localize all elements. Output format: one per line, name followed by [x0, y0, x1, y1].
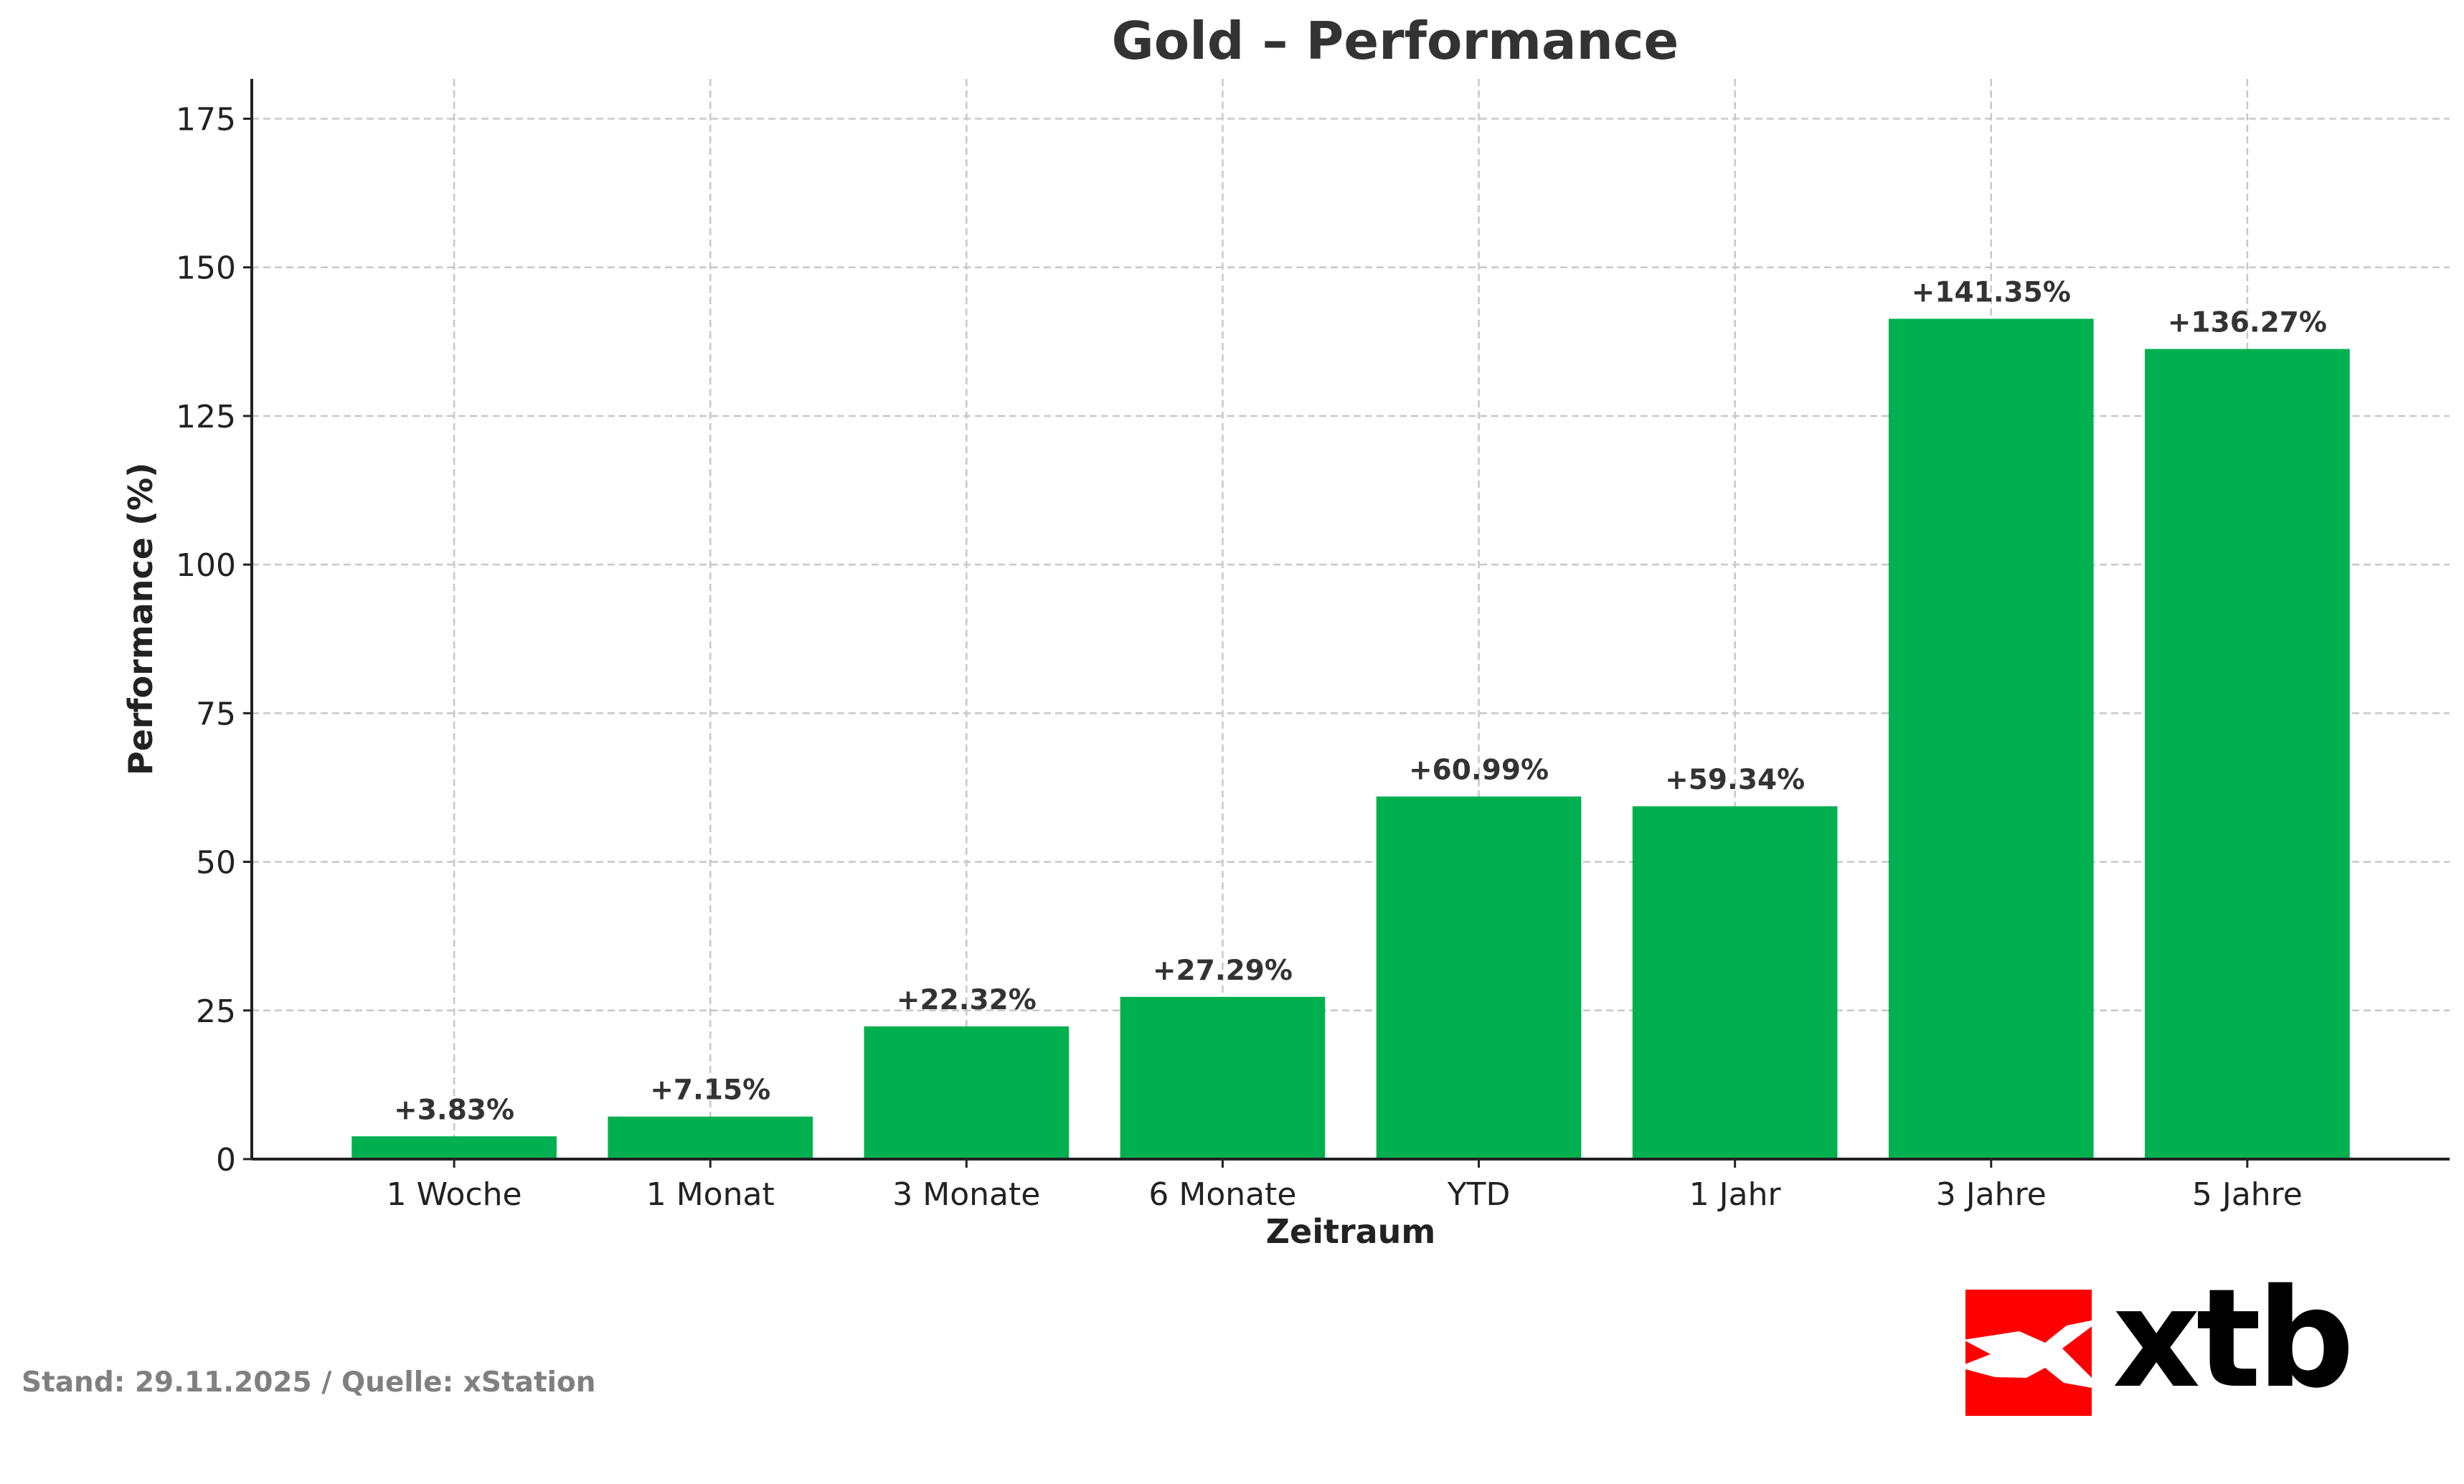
- x-icon: [1958, 1318, 2104, 1390]
- bars: [351, 318, 2350, 1160]
- data-label: +3.83%: [394, 1094, 514, 1126]
- y-tick-label: 75: [196, 696, 236, 732]
- bar-ytd: [1376, 796, 1582, 1159]
- x-tick-label: 5 Jahre: [2192, 1176, 2303, 1213]
- chart-title: Gold – Performance: [1112, 11, 1679, 71]
- y-tick-label: 150: [176, 250, 236, 287]
- xtb-logo-text: xtb: [2113, 1259, 2350, 1418]
- data-label: +22.32%: [897, 984, 1037, 1016]
- x-tick-label: 3 Monate: [892, 1176, 1040, 1213]
- bar-6-monate: [1120, 996, 1326, 1159]
- data-labels: +3.83% +7.15% +22.32% +27.29% +60.99% +59.34%…: [394, 276, 2327, 1126]
- xtb-logo: xtb: [1958, 1259, 2354, 1418]
- data-label: +59.34%: [1665, 764, 1805, 796]
- bar-3-jahre: [1888, 318, 2094, 1160]
- x-tick-label: 1 Jahr: [1689, 1176, 1782, 1213]
- y-tick-label: 125: [176, 399, 236, 435]
- data-label: +60.99%: [1409, 754, 1549, 786]
- bar-3-monate: [864, 1026, 1070, 1159]
- x-tick-label: 6 Monate: [1148, 1176, 1296, 1213]
- bar-1-woche: [351, 1136, 557, 1159]
- y-axis-label: Performance (%): [121, 463, 160, 775]
- bar-1-jahr: [1632, 806, 1838, 1159]
- x-axis-label: Zeitraum: [1266, 1212, 1436, 1251]
- y-tick-label: 50: [196, 845, 236, 882]
- x-tick-label: 1 Monat: [646, 1176, 775, 1213]
- source-footer: Stand: 29.11.2025 / Quelle: xStation: [22, 1366, 596, 1399]
- x-tick-label: 1 Woche: [387, 1176, 522, 1213]
- data-label: +141.35%: [1912, 276, 2071, 308]
- bar-5-jahre: [2145, 349, 2350, 1159]
- y-tick-label: 100: [176, 547, 236, 584]
- y-tick-label: 25: [196, 993, 236, 1030]
- data-label: +27.29%: [1153, 955, 1293, 987]
- axes: 0 25 50 75 100 125 150 175 1 Woche 1 Monat 3 Monat…: [176, 79, 2450, 1213]
- y-tick-label: 0: [216, 1142, 236, 1178]
- data-label: +7.15%: [650, 1074, 770, 1107]
- data-label: +136.27%: [2168, 307, 2327, 339]
- x-tick-label: 3 Jahre: [1936, 1176, 2047, 1213]
- bar-1-monat: [608, 1116, 813, 1159]
- y-tick-label: 175: [176, 102, 236, 138]
- x-tick-label: YTD: [1447, 1176, 1511, 1213]
